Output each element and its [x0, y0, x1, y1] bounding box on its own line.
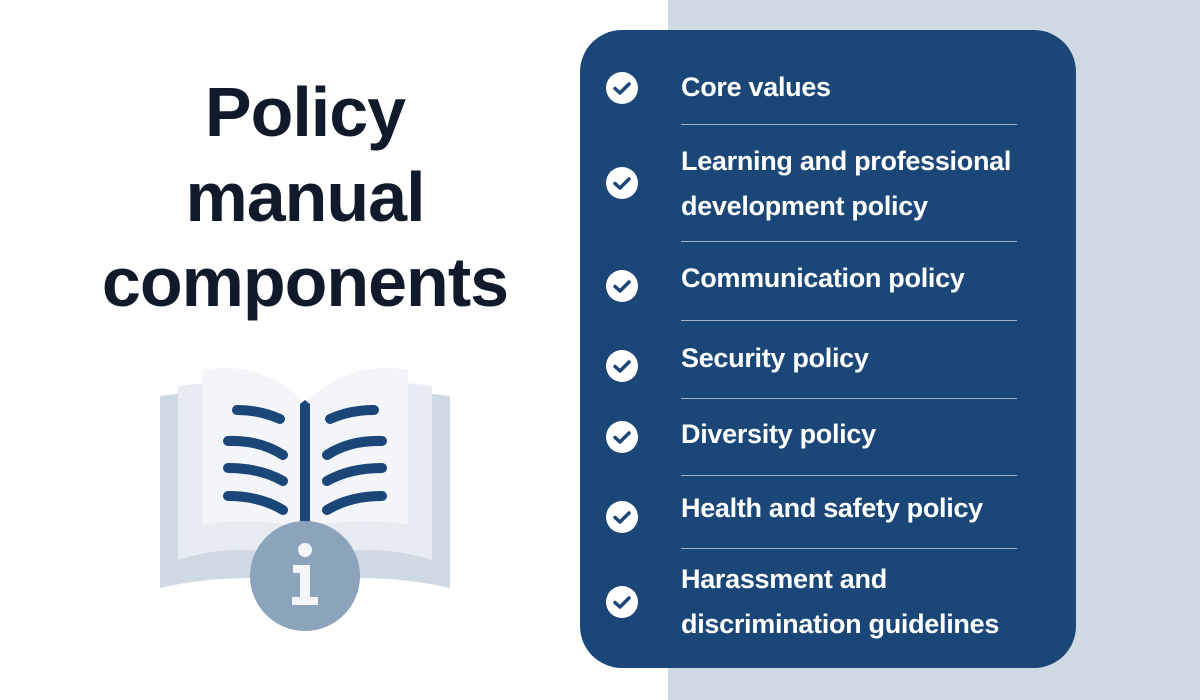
check-circle-icon [606, 501, 638, 533]
item-label: Diversity policy [681, 419, 876, 449]
item-label: Communication policy [681, 263, 965, 293]
check-circle-icon [606, 72, 638, 104]
open-book-info-icon [160, 368, 450, 631]
check-circle-icon [606, 350, 638, 382]
divider [681, 398, 1017, 399]
divider [681, 475, 1017, 476]
item-label: Harassment and discrimination guidelines [681, 564, 1000, 639]
title-line: manual [185, 158, 425, 236]
divider [681, 320, 1017, 321]
check-circle-icon [606, 421, 638, 453]
item-label: Core values [681, 72, 831, 102]
item-label: Security policy [681, 343, 869, 373]
divider [681, 124, 1017, 125]
divider [681, 241, 1017, 242]
page-title: Policy manual components [60, 70, 550, 325]
item-label: Health and safety policy [681, 493, 983, 523]
check-circle-icon [606, 270, 638, 302]
components-panel: Core values Learning and professional dev… [580, 30, 1076, 668]
title-line: Policy [204, 73, 406, 151]
check-circle-icon [606, 586, 638, 618]
divider [681, 548, 1017, 549]
title-line: components [101, 243, 509, 321]
check-circle-icon [606, 167, 638, 199]
item-label: Learning and professional development pol… [681, 146, 1012, 221]
